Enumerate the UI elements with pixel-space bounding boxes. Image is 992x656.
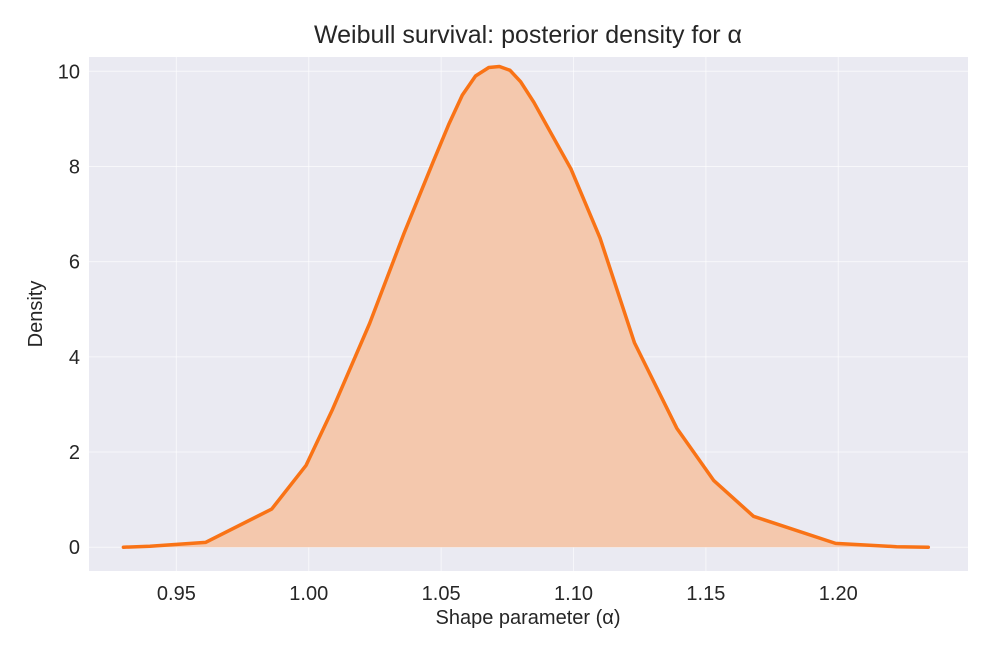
y-axis-label: Density	[25, 281, 47, 348]
y-tick-label: 6	[69, 252, 80, 274]
chart-title: Weibull survival: posterior density for …	[314, 21, 742, 49]
y-tick-label: 4	[69, 347, 80, 369]
x-axis-label: Shape parameter (α)	[436, 607, 621, 629]
density-line	[121, 64, 931, 549]
x-tick-label: 0.95	[157, 583, 196, 605]
y-tick-label: 0	[69, 537, 80, 559]
x-tick-label: 1.00	[289, 583, 328, 605]
y-tick-label: 8	[69, 156, 80, 178]
ticks: 0.95 1.00 1.05 1.10 1.15 1.20 0 2 4 6 8 10	[58, 61, 858, 605]
x-tick-label: 1.05	[422, 583, 461, 605]
x-tick-label: 1.20	[819, 583, 858, 605]
y-tick-label: 10	[58, 61, 80, 83]
y-tick-label: 2	[69, 442, 80, 464]
series-layer	[121, 64, 931, 549]
x-tick-label: 1.15	[686, 583, 725, 605]
x-tick-label: 1.10	[554, 583, 593, 605]
